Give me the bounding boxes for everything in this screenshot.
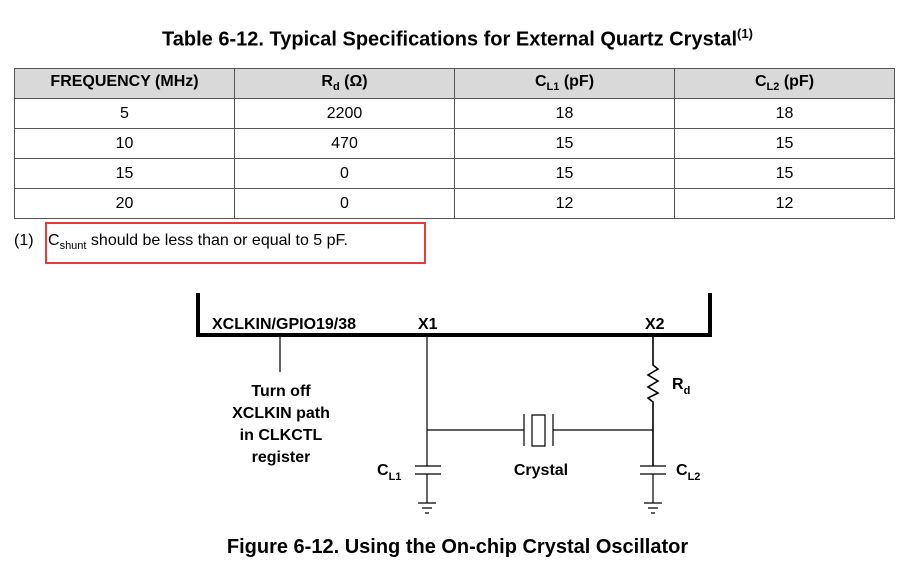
device-boundary (196, 293, 712, 337)
table-title-text: Table 6-12. Typical Specifications for E… (162, 28, 738, 51)
cl1-label: CL1 (377, 462, 401, 483)
cl2-capacitor (640, 465, 666, 503)
crystal-symbol (427, 414, 653, 447)
footnote-symbol-sub: shunt (59, 240, 87, 253)
note-line: XCLKIN path (232, 405, 330, 422)
note-line: in CLKCTL (240, 427, 323, 444)
table-row: 10 470 15 15 (14, 128, 895, 159)
x1-label: X1 (418, 316, 438, 333)
footnote-number: (1) (14, 232, 34, 249)
column-header: CL2 (pF) (674, 68, 895, 99)
rd-label: Rd (672, 376, 690, 397)
column-header: CL1 (pF) (454, 68, 675, 99)
table-cell: 18 (454, 98, 675, 129)
column-header: Rd (Ω) (234, 68, 455, 99)
table-cell: 470 (234, 128, 455, 159)
table-cell: 0 (234, 188, 455, 219)
table-row: 15 0 15 15 (14, 158, 895, 189)
pin-label: XCLKIN/GPIO19/38 (212, 316, 356, 333)
table-title: Table 6-12. Typical Specifications for E… (0, 26, 915, 52)
title-footnote-ref: (1) (737, 26, 753, 41)
table-cell: 20 (14, 188, 235, 219)
table-cell: 12 (674, 188, 895, 219)
cl1-capacitor (415, 336, 441, 503)
table-cell: 18 (674, 98, 895, 129)
x2-label: X2 (645, 316, 665, 333)
table-cell: 10 (14, 128, 235, 159)
table-cell: 15 (454, 128, 675, 159)
table-cell: 15 (674, 128, 895, 159)
table-cell: 12 (454, 188, 675, 219)
column-header: FREQUENCY (MHz) (14, 68, 235, 99)
rd-resistor (646, 336, 660, 466)
note-line: register (252, 449, 311, 466)
note-line: Turn off (251, 383, 311, 400)
ground-icon (418, 502, 436, 514)
ground-icon (644, 502, 662, 514)
table-cell: 15 (14, 158, 235, 189)
footnote: (1) Cshunt should be less than or equal t… (14, 232, 348, 252)
figure-caption: Figure 6-12. Using the On-chip Crystal O… (226, 536, 689, 558)
cl2-label: CL2 (676, 462, 700, 483)
highlight-box (45, 222, 426, 264)
table-row: 20 0 12 12 (14, 188, 895, 219)
crystal-label: Crystal (514, 462, 568, 479)
footnote-text: should be less than or equal to 5 pF. (86, 232, 348, 249)
footnote-symbol: C (48, 232, 60, 249)
